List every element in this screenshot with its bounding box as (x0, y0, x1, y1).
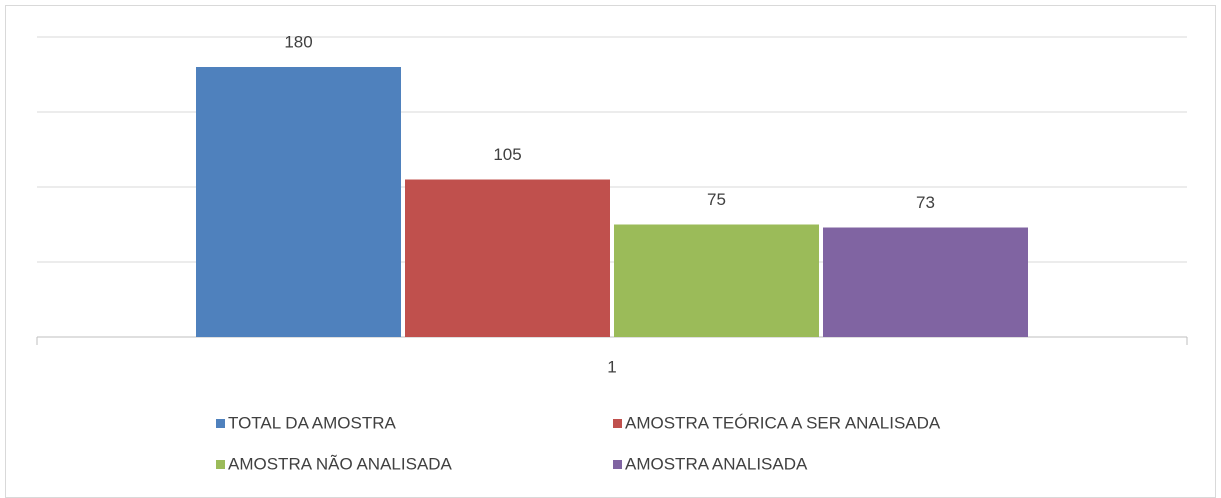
bar (823, 227, 1028, 337)
data-label: 180 (284, 32, 312, 51)
data-label: 75 (707, 190, 726, 209)
bar (196, 67, 401, 337)
legend-swatch (216, 419, 225, 428)
legend-swatch (216, 460, 225, 469)
bar (405, 179, 610, 337)
legend-label: AMOSTRA ANALISADA (625, 454, 808, 473)
legend-label: TOTAL DA AMOSTRA (228, 413, 396, 432)
x-tick-label: 1 (607, 357, 616, 376)
legend-label: AMOSTRA NÃO ANALISADA (228, 454, 453, 473)
legend-swatch (613, 460, 622, 469)
chart-frame (5, 5, 1216, 498)
data-label: 105 (493, 145, 521, 164)
bar (614, 224, 819, 337)
data-label: 73 (916, 193, 935, 212)
legend-swatch (613, 419, 622, 428)
legend-label: AMOSTRA TEÓRICA A SER ANALISADA (625, 413, 941, 432)
